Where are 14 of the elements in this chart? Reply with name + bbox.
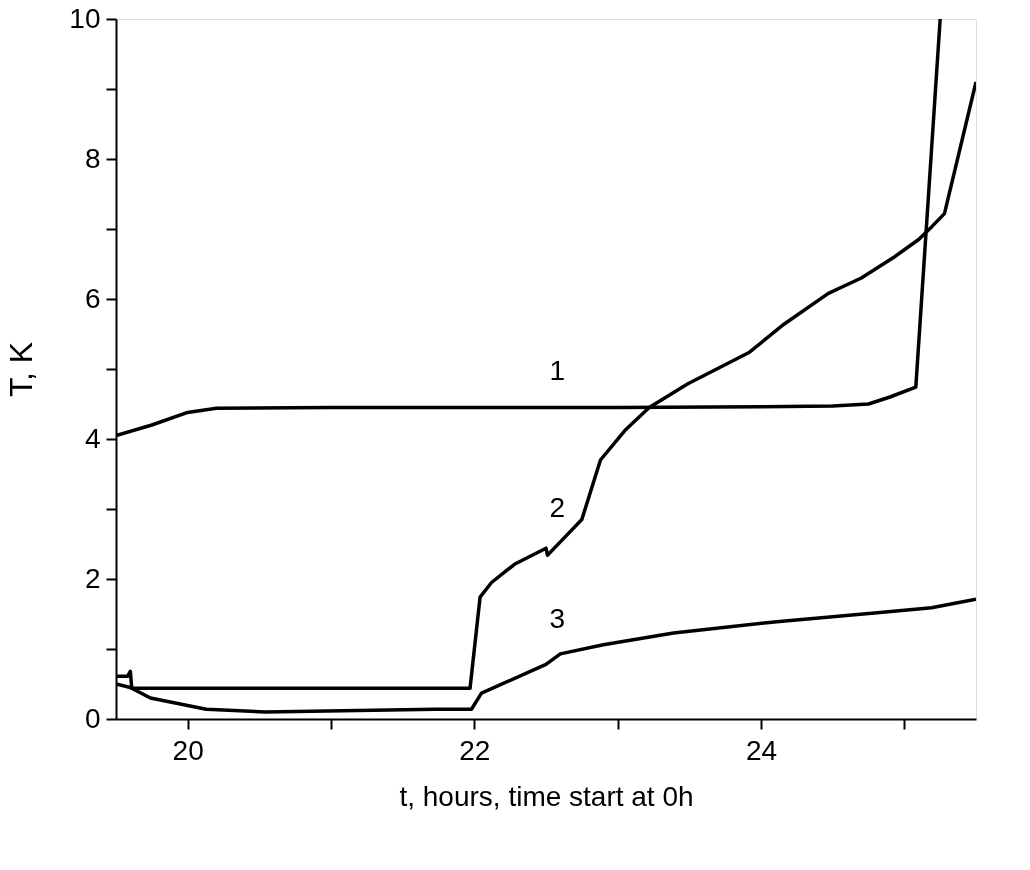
y-axis-title: T, K [3,341,40,398]
x-tick-label: 24 [745,734,778,766]
x-axis-title: t, hours, time start at 0h [399,780,694,812]
x-tick-label: 20 [172,734,204,766]
series-label: 2 [549,492,565,524]
y-tick-label: 8 [84,142,101,174]
y-tick-label: 6 [84,282,101,314]
y-tick-label: 4 [84,422,101,454]
y-tick-label: 0 [84,702,101,734]
x-tick-label: 22 [459,734,491,766]
series-label: 3 [549,603,565,635]
y-tick-label: 2 [84,562,101,594]
y-tick-label: 10 [69,2,101,34]
series-label: 1 [549,354,565,386]
